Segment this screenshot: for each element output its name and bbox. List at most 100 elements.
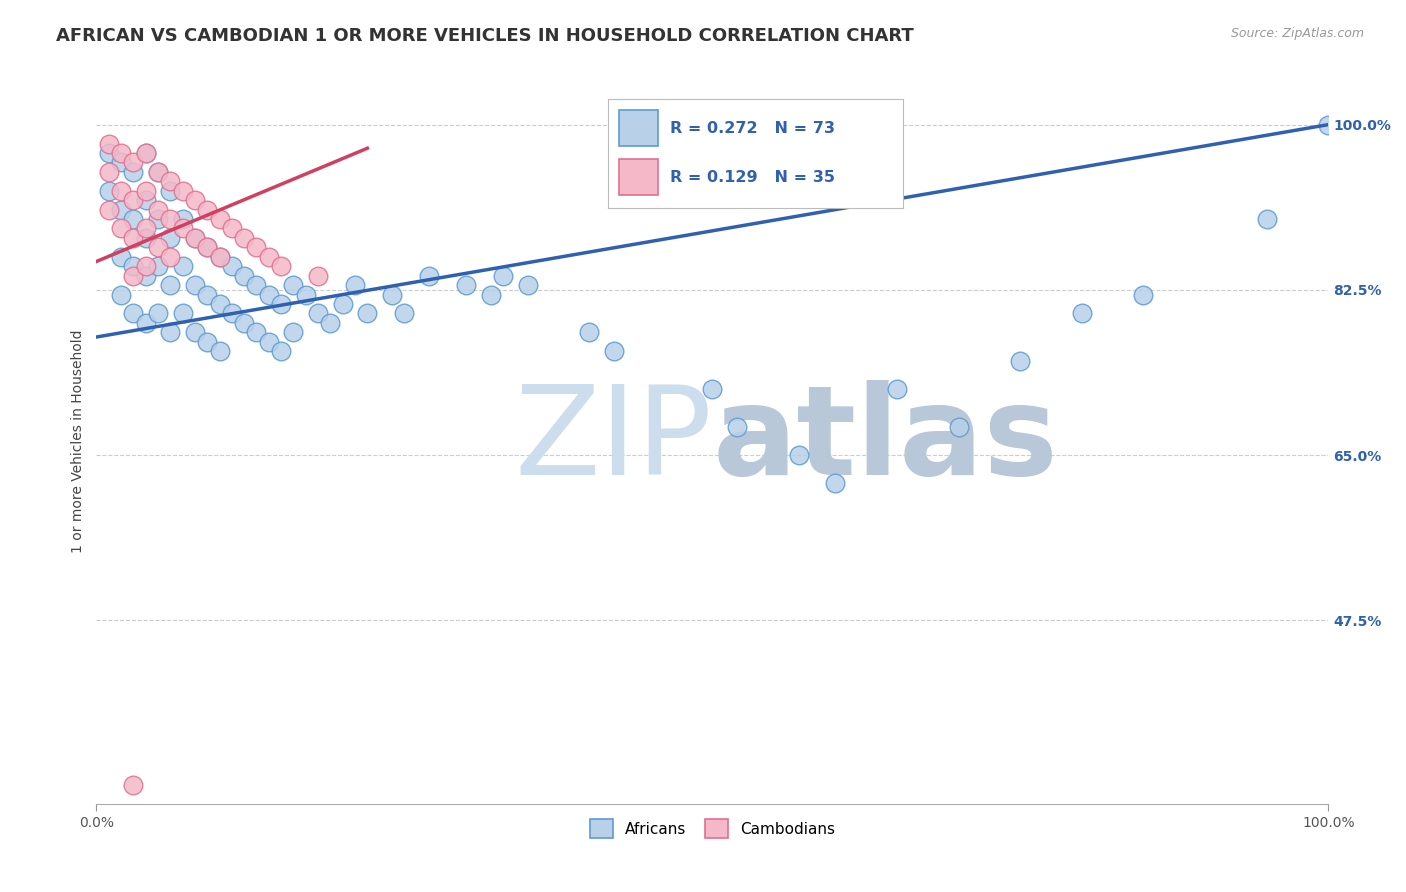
Point: [159, 231, 181, 245]
Point: [257, 334, 280, 349]
Point: [1070, 306, 1092, 320]
Point: [110, 221, 132, 235]
Point: [245, 278, 267, 293]
Point: [702, 382, 724, 396]
Point: [184, 193, 207, 207]
Point: [886, 382, 908, 396]
Point: [135, 259, 157, 273]
Legend: Africans, Cambodians: Africans, Cambodians: [583, 814, 841, 844]
Point: [270, 259, 292, 273]
Point: [787, 448, 810, 462]
Point: [208, 212, 231, 227]
Point: [110, 145, 132, 160]
Point: [221, 259, 243, 273]
Point: [172, 221, 194, 235]
Point: [146, 240, 169, 254]
Point: [97, 145, 120, 160]
Point: [221, 306, 243, 320]
Point: [394, 306, 416, 320]
Point: [418, 268, 440, 283]
Point: [307, 268, 329, 283]
Point: [208, 250, 231, 264]
Point: [479, 287, 502, 301]
Point: [110, 287, 132, 301]
Point: [283, 278, 305, 293]
Point: [135, 184, 157, 198]
Point: [146, 202, 169, 217]
Point: [172, 212, 194, 227]
Point: [184, 231, 207, 245]
Point: [233, 316, 256, 330]
Point: [1132, 287, 1154, 301]
Point: [135, 268, 157, 283]
Point: [159, 212, 181, 227]
Point: [195, 334, 218, 349]
Point: [270, 344, 292, 359]
Text: AFRICAN VS CAMBODIAN 1 OR MORE VEHICLES IN HOUSEHOLD CORRELATION CHART: AFRICAN VS CAMBODIAN 1 OR MORE VEHICLES …: [56, 27, 914, 45]
Point: [135, 231, 157, 245]
Point: [146, 306, 169, 320]
Point: [184, 231, 207, 245]
Point: [184, 278, 207, 293]
Point: [184, 326, 207, 340]
Point: [195, 202, 218, 217]
Point: [146, 212, 169, 227]
Point: [195, 240, 218, 254]
Point: [195, 240, 218, 254]
Point: [97, 202, 120, 217]
Point: [332, 297, 354, 311]
Point: [146, 165, 169, 179]
Y-axis label: 1 or more Vehicles in Household: 1 or more Vehicles in Household: [72, 329, 86, 553]
Point: [356, 306, 378, 320]
Point: [208, 297, 231, 311]
Point: [381, 287, 404, 301]
Point: [344, 278, 367, 293]
Point: [110, 250, 132, 264]
Point: [195, 287, 218, 301]
Point: [122, 212, 145, 227]
Point: [159, 250, 181, 264]
Point: [208, 250, 231, 264]
Point: [492, 268, 515, 283]
Point: [294, 287, 316, 301]
Point: [233, 231, 256, 245]
Point: [122, 306, 145, 320]
Text: Source: ZipAtlas.com: Source: ZipAtlas.com: [1230, 27, 1364, 40]
Point: [283, 326, 305, 340]
Point: [122, 231, 145, 245]
Point: [110, 155, 132, 169]
Point: [516, 278, 538, 293]
Point: [1256, 212, 1278, 227]
Point: [454, 278, 477, 293]
Point: [159, 278, 181, 293]
Point: [159, 326, 181, 340]
Point: [208, 344, 231, 359]
Point: [122, 779, 145, 793]
Point: [135, 316, 157, 330]
Point: [172, 259, 194, 273]
Point: [1317, 118, 1340, 132]
Point: [319, 316, 342, 330]
Point: [257, 250, 280, 264]
Point: [603, 344, 626, 359]
Point: [270, 297, 292, 311]
Point: [725, 419, 748, 434]
Point: [135, 193, 157, 207]
Point: [578, 326, 600, 340]
Point: [172, 184, 194, 198]
Point: [146, 165, 169, 179]
Point: [245, 326, 267, 340]
Point: [233, 268, 256, 283]
Point: [135, 221, 157, 235]
Point: [110, 184, 132, 198]
Point: [159, 174, 181, 188]
Point: [122, 259, 145, 273]
Point: [122, 155, 145, 169]
Point: [122, 193, 145, 207]
Point: [97, 184, 120, 198]
Point: [135, 145, 157, 160]
Point: [159, 184, 181, 198]
Point: [135, 145, 157, 160]
Point: [172, 306, 194, 320]
Point: [948, 419, 970, 434]
